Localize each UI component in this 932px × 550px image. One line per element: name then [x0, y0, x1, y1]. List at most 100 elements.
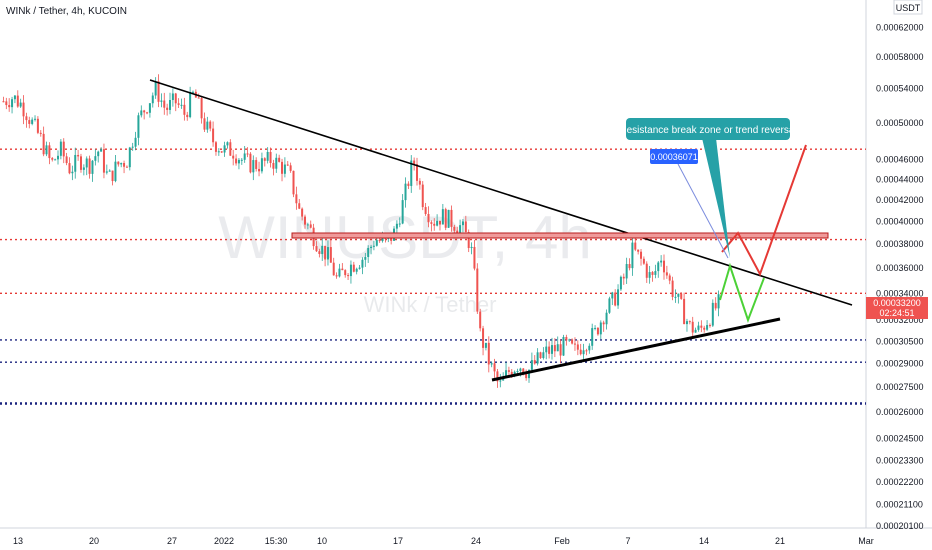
candle-body — [619, 276, 622, 290]
candle-body — [120, 163, 123, 165]
candle-body — [697, 325, 700, 330]
candle-body — [146, 112, 149, 114]
candle-body — [487, 342, 490, 365]
candle-body — [573, 343, 576, 345]
candle-body — [375, 240, 378, 246]
candle-body — [108, 170, 111, 172]
candle-body — [36, 118, 39, 133]
candle-body — [706, 325, 709, 330]
candle-body — [364, 257, 367, 260]
candles — [2, 74, 720, 388]
descending-trendline[interactable] — [149, 79, 853, 306]
ascending-trendline[interactable] — [491, 317, 781, 382]
candle-body — [410, 160, 413, 186]
candle-body — [134, 137, 137, 147]
annotation-callout[interactable] — [626, 118, 790, 140]
currency-badge[interactable] — [893, 0, 923, 15]
price-axis-tick-label: 0.00032000 — [876, 315, 924, 325]
candle-body — [25, 116, 28, 121]
candle-body — [117, 161, 120, 165]
candle-body — [94, 156, 97, 161]
candle-body — [59, 141, 62, 156]
time-axis[interactable]: 13 20 27 2022 15:30 10 17 24 Feb 7 14 21 Mar — [13, 536, 874, 546]
candle-body — [174, 93, 177, 104]
candle-body — [556, 344, 559, 352]
time-axis-tick-label: 2022 — [214, 536, 234, 546]
price-axis-tick-label: 0.00034000 — [876, 288, 924, 298]
candle-body — [45, 145, 48, 155]
candle-body — [2, 101, 5, 103]
candle-body — [151, 95, 154, 104]
candle-body — [28, 120, 31, 124]
candle-body — [545, 346, 548, 353]
candle-body — [367, 248, 370, 258]
candle-body — [82, 167, 85, 170]
candle-body — [708, 325, 711, 327]
candle-body — [269, 151, 272, 163]
candle-body — [315, 246, 318, 252]
candle-body — [476, 268, 479, 312]
candle-body — [281, 161, 284, 174]
candle-body — [123, 163, 126, 167]
candle-body — [668, 275, 671, 281]
red-projection-path[interactable] — [721, 144, 807, 277]
time-axis-tick-label: Mar — [858, 536, 874, 546]
candle-body — [34, 118, 37, 120]
candle-body — [467, 232, 470, 249]
candle-body — [588, 345, 591, 351]
candle-body — [114, 161, 117, 182]
drawings: Resistance break zone or trend reversal … — [149, 79, 853, 382]
candle-body — [499, 380, 502, 382]
candle-body — [326, 247, 329, 260]
price-axis-tick-label: 0.00040000 — [876, 216, 924, 226]
candle-body — [77, 154, 80, 157]
candle-body — [240, 159, 243, 161]
candle-body — [685, 321, 688, 325]
candle-body — [97, 151, 100, 157]
candle-body — [370, 246, 373, 249]
candle-body — [258, 168, 261, 172]
candle-body — [243, 153, 246, 160]
candle-body — [131, 146, 134, 148]
candle-body — [559, 344, 562, 356]
candle-body — [605, 312, 608, 325]
green-projection-path[interactable] — [719, 262, 765, 323]
candle-body — [714, 302, 717, 309]
candle-body — [272, 162, 275, 169]
candle-body — [355, 268, 358, 272]
resistance-rectangle[interactable] — [291, 232, 829, 239]
candle-body — [700, 325, 703, 328]
candle-body — [622, 276, 625, 279]
candle-body — [335, 275, 338, 277]
candle-body — [611, 292, 614, 299]
candle-body — [642, 258, 645, 264]
price-axis-tick-label: 0.00021100 — [876, 499, 923, 509]
candle-body — [599, 322, 602, 335]
candle-body — [542, 352, 545, 359]
candle-body — [585, 350, 588, 352]
price-label-pointer — [677, 163, 729, 259]
time-axis-tick-label: 14 — [699, 536, 709, 546]
price-axis-tick-label: 0.00030500 — [876, 336, 924, 346]
time-axis-tick-label: 21 — [775, 536, 785, 546]
candle-body — [591, 328, 594, 346]
candle-body — [473, 246, 476, 269]
candle-body — [74, 154, 77, 172]
candle-body — [8, 105, 11, 108]
price-axis-tick-label: 0.00036000 — [876, 263, 924, 273]
price-axis-tick-label: 0.00020100 — [876, 521, 924, 531]
candle-body — [582, 350, 585, 355]
candle-body — [143, 110, 146, 113]
candle-body — [510, 371, 513, 376]
candle-body — [318, 251, 321, 254]
price-axis[interactable]: 0.00062000 0.00058000 0.00054000 0.00050000… — [876, 23, 924, 531]
candle-body — [436, 220, 439, 226]
candle-body — [519, 368, 522, 371]
annotation-callout-text: Resistance break zone or trend reversal — [619, 125, 796, 136]
annotation-price-tag[interactable] — [650, 149, 698, 164]
price-axis-tick-label: 0.00038000 — [876, 239, 924, 249]
candle-body — [286, 164, 289, 166]
current-price-text: 0.00033200 — [873, 298, 921, 308]
candle-body — [576, 344, 579, 350]
